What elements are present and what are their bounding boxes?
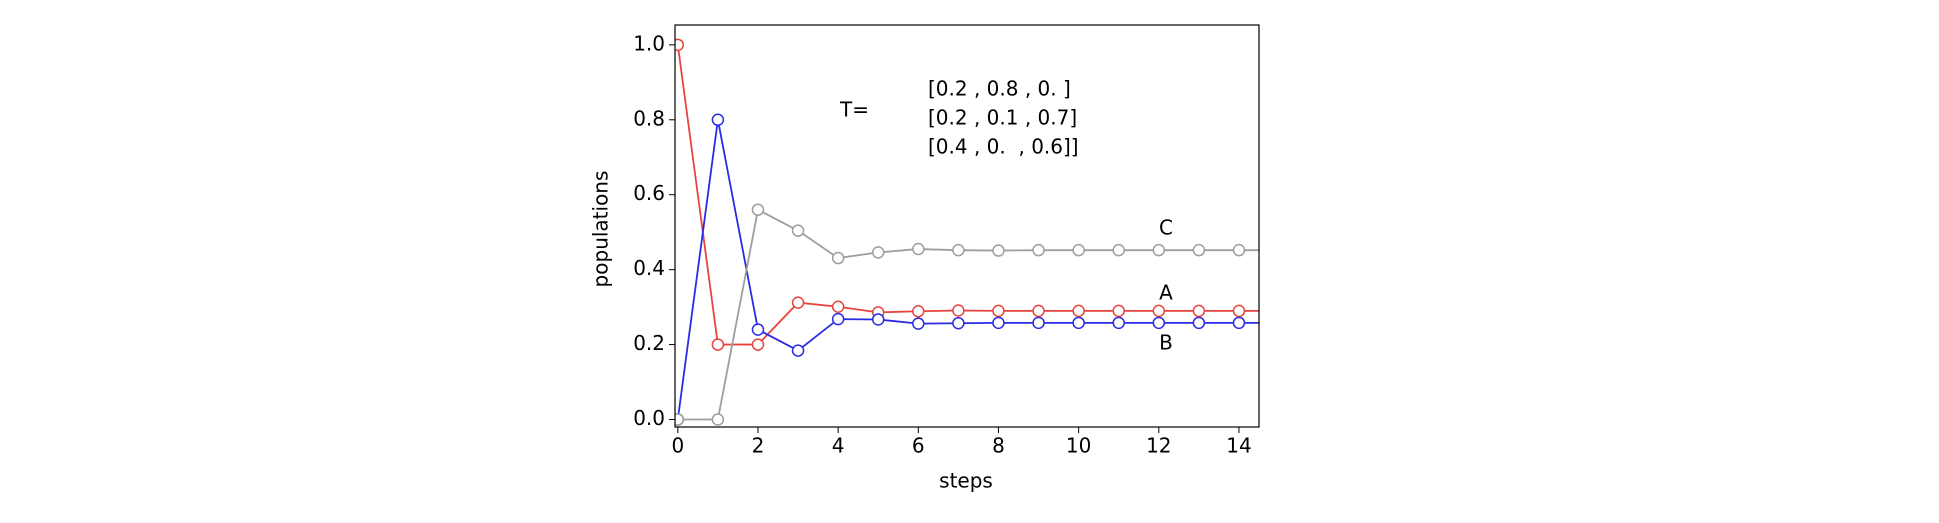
point — [831, 251, 845, 265]
point — [711, 413, 725, 426]
point — [992, 304, 1005, 318]
point — [871, 246, 885, 259]
y-tick-label: 0.6 — [633, 181, 665, 205]
y-tick-label: 0.8 — [633, 106, 665, 130]
point — [1032, 304, 1045, 318]
point — [952, 316, 965, 330]
annotation: [0.2 , 0.1 , 0.7] — [928, 106, 1077, 130]
annotation: [0.2 , 0.8 , 0. ] — [928, 77, 1071, 101]
point — [1072, 316, 1085, 330]
x-tick-label: 6 — [912, 434, 925, 458]
point — [1072, 243, 1085, 257]
point — [711, 338, 725, 351]
axes-frame — [674, 24, 1260, 428]
point — [751, 323, 765, 336]
series-line — [676, 44, 1259, 346]
point — [992, 316, 1005, 330]
annotation: T= — [839, 98, 869, 122]
y-tick-label: 1.0 — [633, 31, 665, 55]
point — [1152, 243, 1166, 257]
y-tick-label: 0.4 — [633, 256, 665, 280]
point — [1232, 304, 1246, 318]
x-tick-label: 0 — [671, 434, 684, 458]
y-tick-label: 0.0 — [633, 406, 665, 430]
y-axis-label: populations — [589, 171, 613, 288]
point — [791, 296, 805, 309]
point — [1152, 316, 1166, 330]
point — [1072, 304, 1085, 318]
point — [1232, 243, 1246, 257]
point — [1032, 243, 1045, 257]
point — [992, 244, 1005, 257]
point — [1274, 245, 1285, 256]
point — [1274, 305, 1285, 316]
point — [791, 224, 805, 237]
point — [952, 304, 965, 317]
series-label: C — [1159, 216, 1173, 240]
plot-area — [675, 38, 1285, 426]
point — [1192, 304, 1206, 318]
x-tick-label: 2 — [752, 434, 765, 458]
point — [675, 413, 685, 426]
x-tick-label: 14 — [1226, 434, 1251, 458]
point — [751, 338, 765, 351]
point — [1192, 316, 1206, 330]
point — [831, 312, 845, 326]
series-label: A — [1159, 281, 1173, 305]
series-line — [677, 208, 1259, 421]
point — [711, 113, 725, 127]
point — [1032, 316, 1045, 330]
annotation: [0.4 , 0. , 0.6]] — [928, 135, 1079, 159]
point — [912, 242, 925, 256]
x-tick-label: 8 — [992, 434, 1005, 458]
point — [831, 300, 845, 313]
x-tick-label: 10 — [1066, 434, 1091, 458]
point — [1152, 304, 1166, 318]
point — [952, 243, 965, 257]
series-line — [676, 119, 1259, 420]
point — [1112, 304, 1125, 318]
x-axis-label: steps — [939, 469, 993, 493]
x-tick-label: 12 — [1146, 434, 1171, 458]
point — [751, 203, 765, 216]
point — [1274, 317, 1285, 328]
point — [791, 344, 805, 357]
point — [871, 313, 885, 326]
point — [1232, 316, 1246, 330]
x-tick-label: 4 — [832, 434, 845, 458]
point — [1112, 243, 1125, 257]
point — [912, 317, 925, 330]
point — [1192, 243, 1206, 257]
y-tick-label: 0.2 — [633, 331, 665, 355]
point — [1112, 316, 1125, 330]
point — [912, 304, 925, 318]
point — [675, 38, 685, 52]
series-label: B — [1159, 331, 1173, 355]
